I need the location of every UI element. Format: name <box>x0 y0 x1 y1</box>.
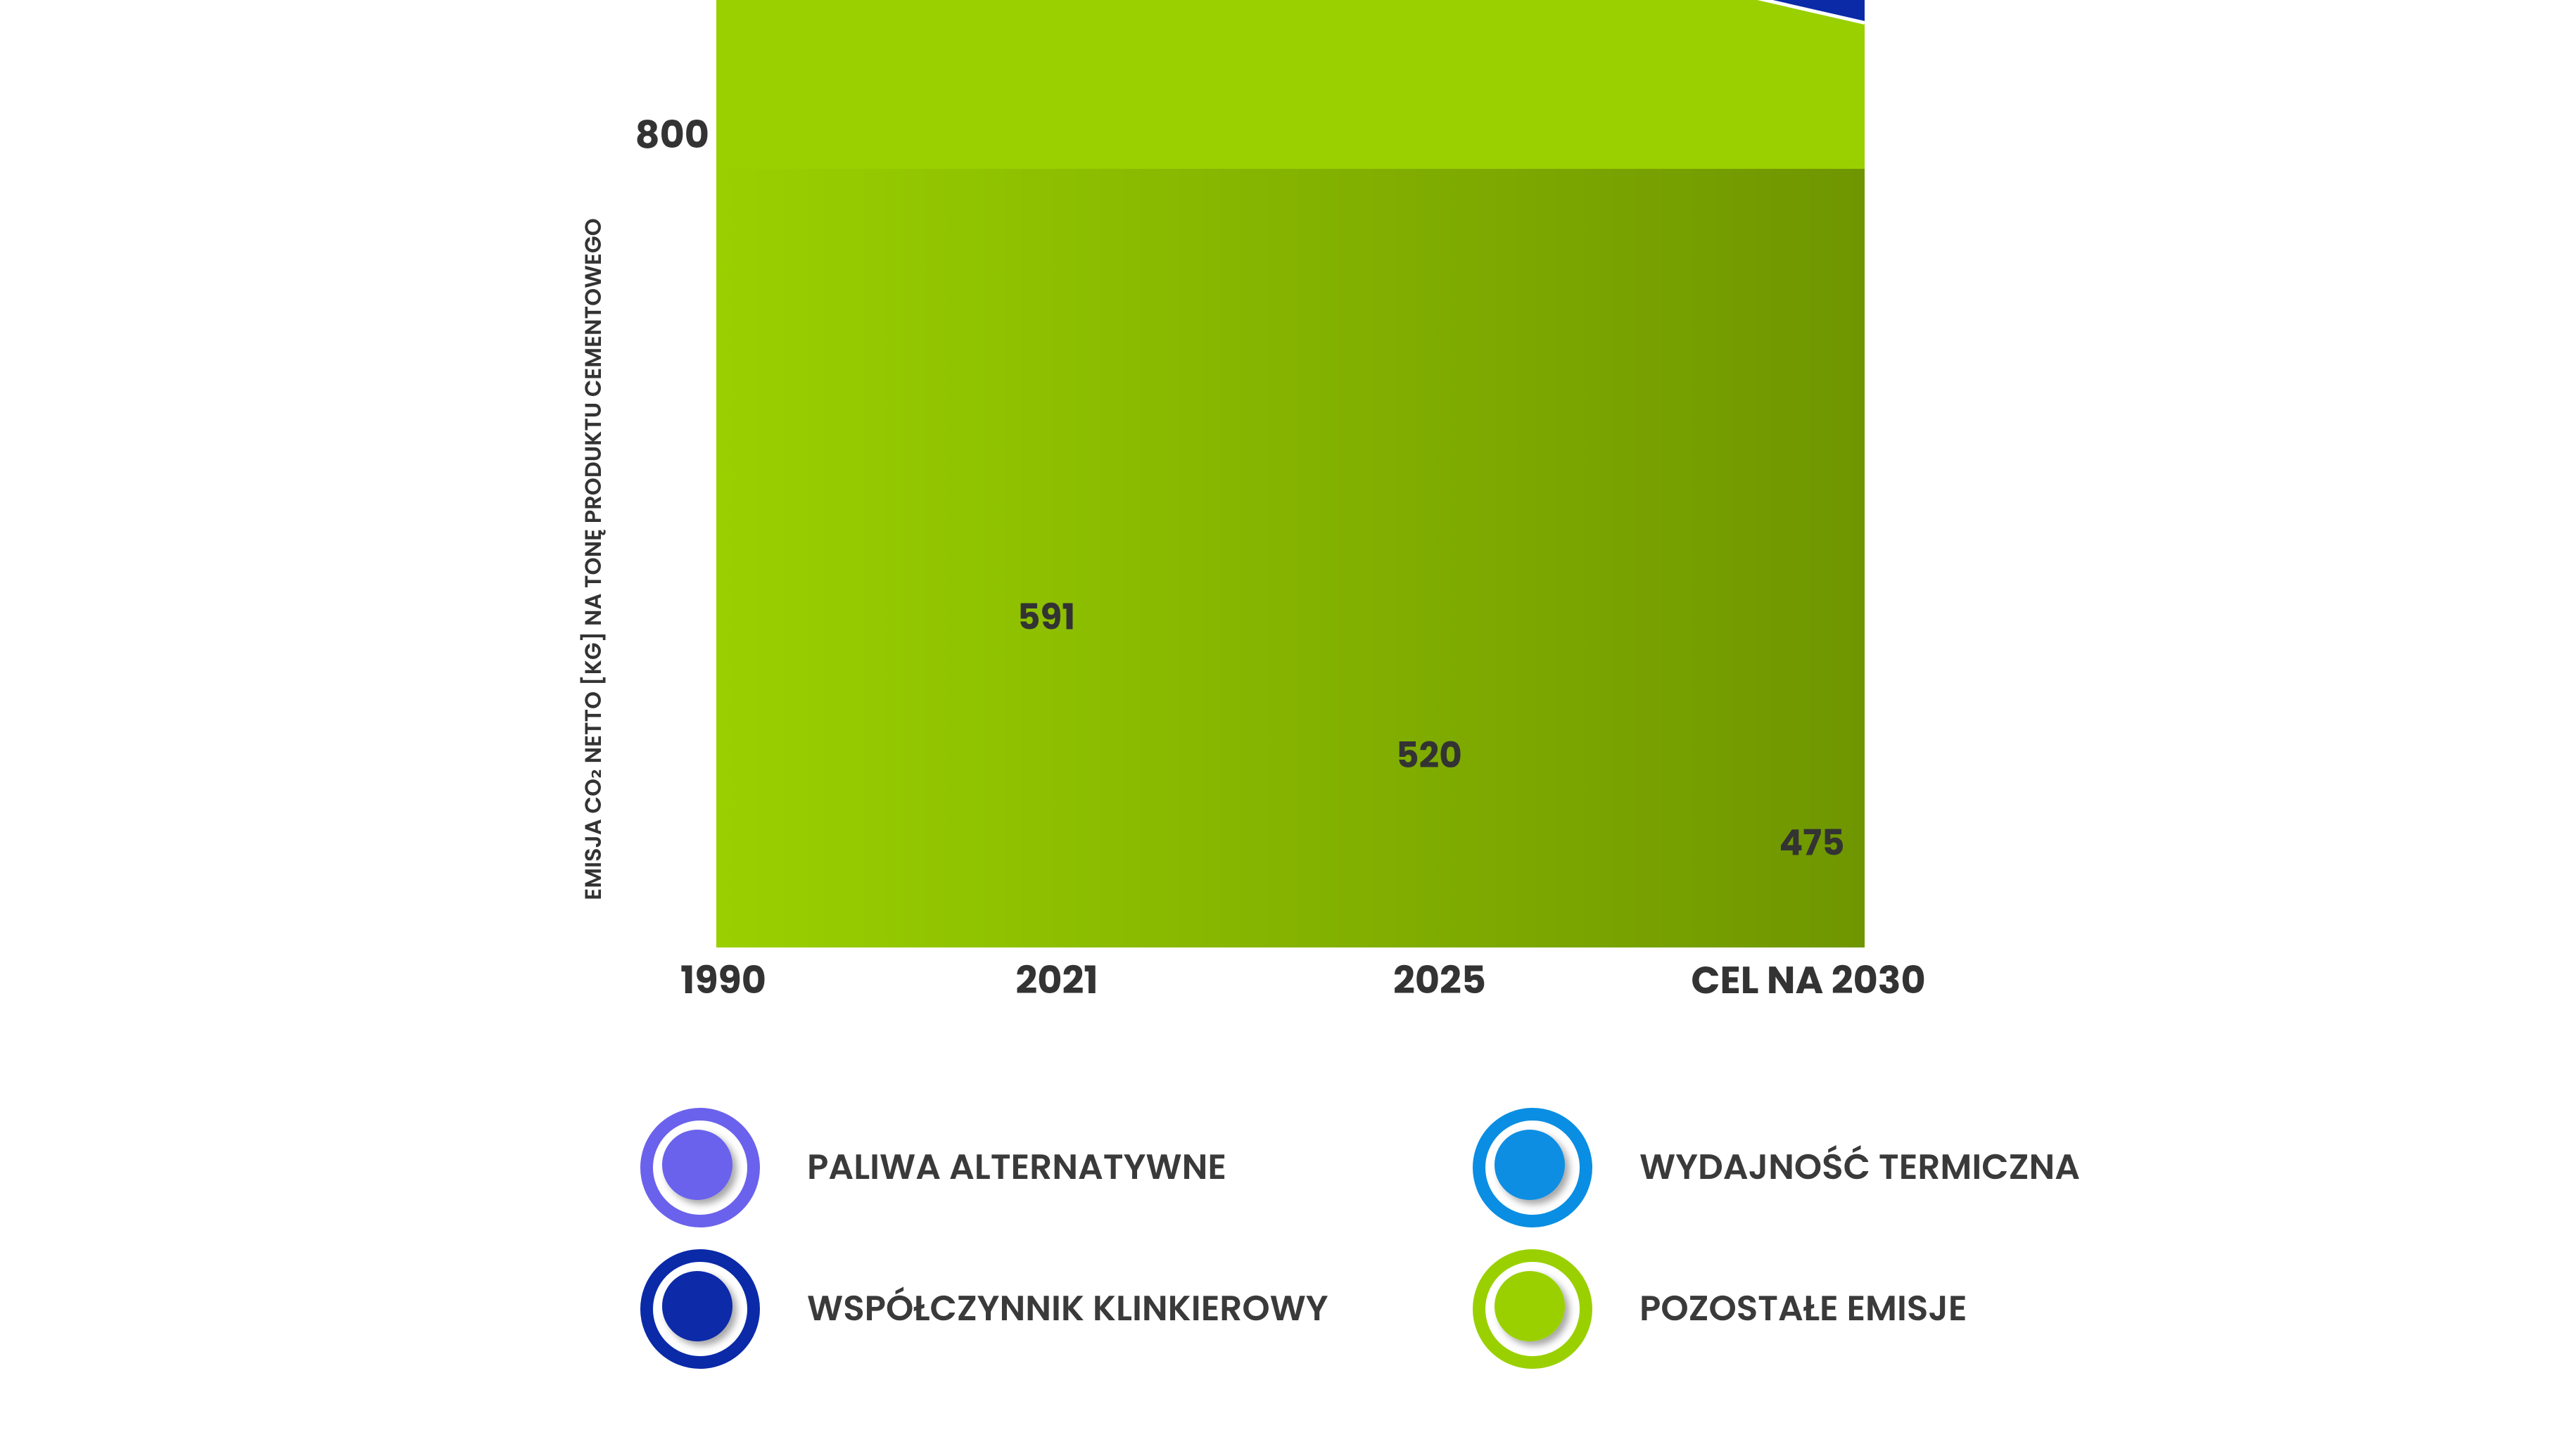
value-label: 475 <box>1779 817 1844 867</box>
legend-item: POZOSTAŁE EMISJE <box>1473 1249 1967 1369</box>
value-label: 520 <box>1396 730 1462 780</box>
x-tick-label: CEL NA 2030 <box>1691 953 1925 1007</box>
y-axis-title: EMISJA CO₂ NETTO [KG] NA TONĘ PRODUKTU C… <box>578 218 609 900</box>
legend-label: POZOSTAŁE EMISJE <box>1639 1283 1967 1333</box>
area <box>1765 0 1865 23</box>
legend-label: WSPÓŁCZYNNIK KLINKIEROWY <box>807 1283 1328 1333</box>
legend-ring <box>640 1108 760 1227</box>
legend-label: WYDAJNOŚĆ TERMICZNA <box>1639 1142 2080 1192</box>
legend-item: PALIWA ALTERNATYWNE <box>640 1108 1226 1227</box>
legend-dot <box>662 1130 732 1200</box>
y-tick-label: 800 <box>635 108 709 161</box>
legend-ring <box>640 1249 760 1369</box>
legend-item: WSPÓŁCZYNNIK KLINKIEROWY <box>640 1249 1328 1369</box>
x-tick-label: 1990 <box>680 953 766 1007</box>
legend-ring <box>1473 1108 1592 1227</box>
x-tick-label: 2025 <box>1393 953 1486 1007</box>
legend-dot <box>1495 1130 1565 1200</box>
area <box>716 0 1865 947</box>
value-label: 591 <box>1017 592 1075 641</box>
legend-ring <box>1473 1249 1592 1369</box>
legend-label: PALIWA ALTERNATYWNE <box>807 1142 1226 1192</box>
x-tick-label: 2021 <box>1015 953 1098 1007</box>
legend-dot <box>1495 1271 1565 1341</box>
legend-dot <box>662 1271 732 1341</box>
legend-item: WYDAJNOŚĆ TERMICZNA <box>1473 1108 2080 1227</box>
